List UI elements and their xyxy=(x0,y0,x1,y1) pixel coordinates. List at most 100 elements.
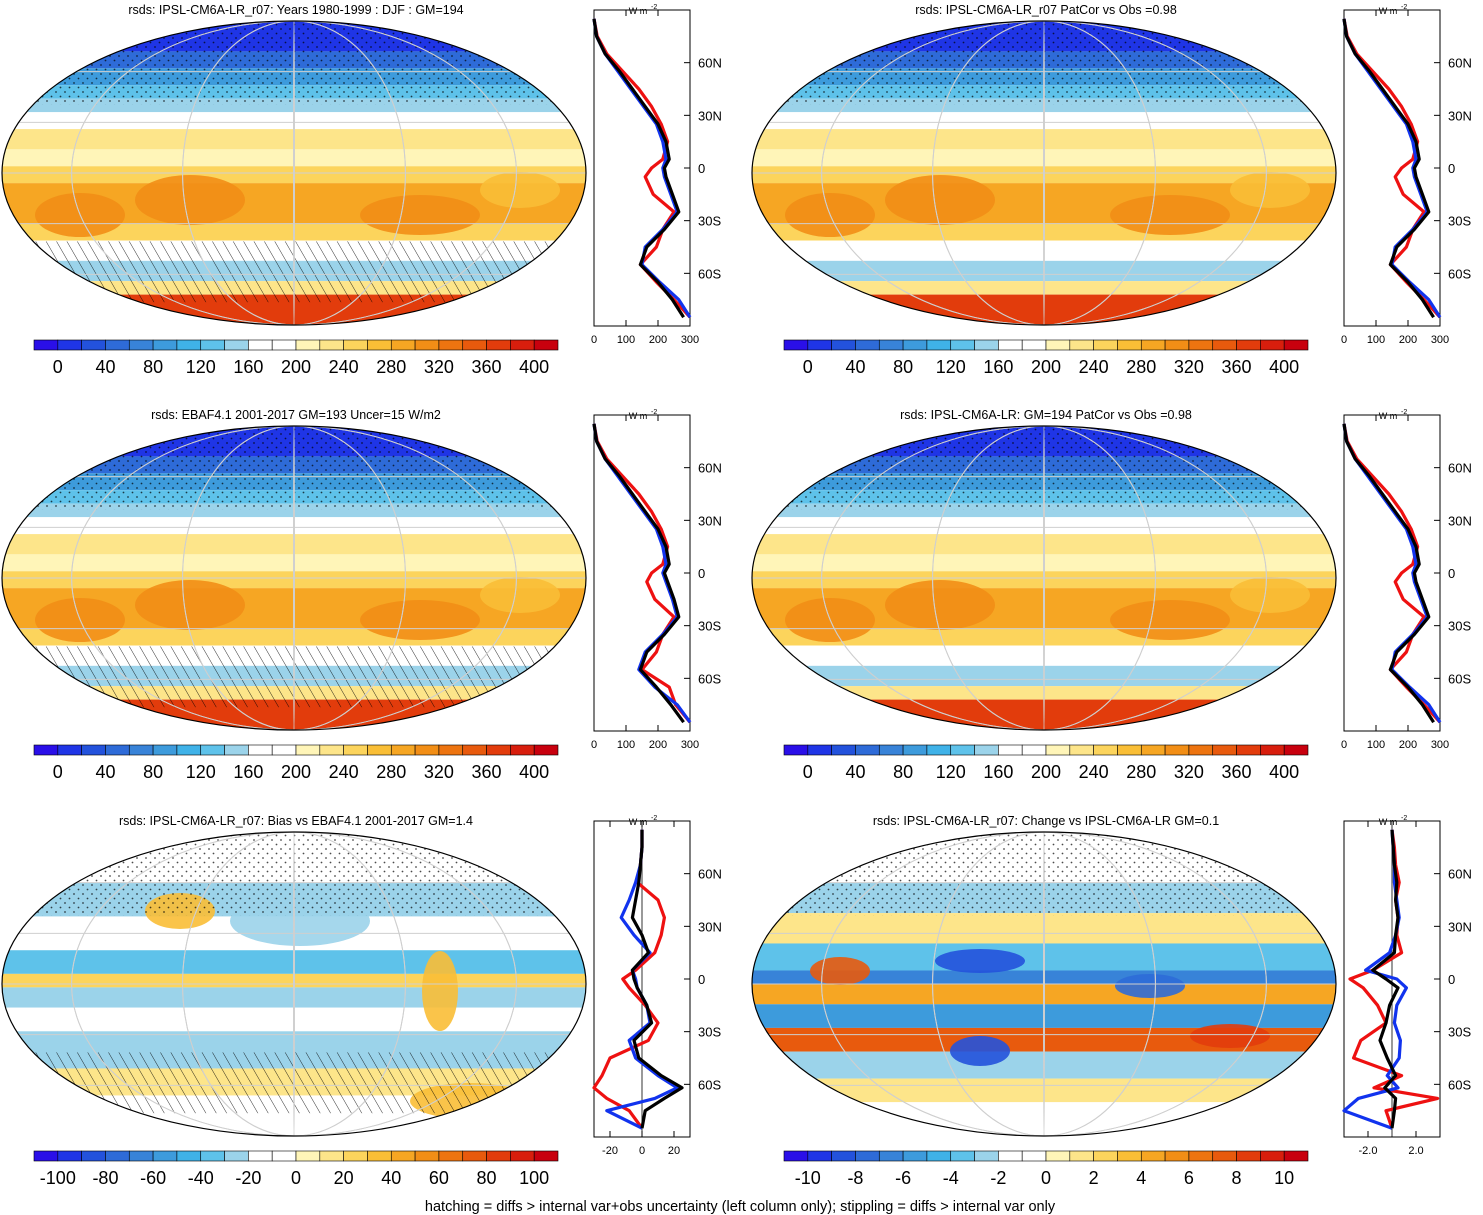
graticule-meridian xyxy=(182,426,406,730)
panel-title: rsds: IPSL-CM6A-LR: GM=194 PatCor vs Obs… xyxy=(900,408,1192,422)
colorbar-tick-label: 60 xyxy=(429,1168,449,1188)
colorbar-swatch xyxy=(1021,339,1047,351)
colorbar-swatch xyxy=(1069,1150,1094,1162)
colorbar-swatch xyxy=(367,339,392,351)
panel-title: rsds: IPSL-CM6A-LR_r07: Bias vs EBAF4.1 … xyxy=(119,814,473,828)
colorbar-swatch xyxy=(390,1150,416,1162)
colorbar-swatch xyxy=(1164,744,1190,756)
colorbar-swatch xyxy=(390,339,416,351)
colorbar-tick-label: 0 xyxy=(291,1168,301,1188)
colorbar-swatch xyxy=(1117,339,1142,351)
colorbar-swatch xyxy=(1212,744,1237,756)
map-anomaly xyxy=(360,600,480,640)
profile-lat-label: 0 xyxy=(698,566,705,581)
colorbar-swatch xyxy=(128,744,154,756)
colorbar-swatch xyxy=(533,744,559,756)
colorbar-swatch xyxy=(783,744,809,756)
colorbar-swatch xyxy=(1117,744,1142,756)
profile-x-tick-label: 100 xyxy=(1367,739,1385,751)
colorbar-swatch xyxy=(1260,339,1285,351)
colorbar-swatch xyxy=(807,339,832,351)
colorbar-tick-label: 280 xyxy=(376,762,406,782)
graticule-meridian xyxy=(293,426,295,730)
colorbar-swatch xyxy=(998,744,1023,756)
profile-x-tick-label: 2.0 xyxy=(1408,1145,1423,1157)
colorbar-tick-label: 160 xyxy=(233,762,263,782)
colorbar-swatch xyxy=(1140,744,1166,756)
colorbar-tick-label: 400 xyxy=(1269,762,1299,782)
map-field xyxy=(2,832,586,1136)
map-anomaly xyxy=(810,957,870,985)
colorbar-swatch xyxy=(343,1150,368,1162)
colorbar-swatch xyxy=(105,744,130,756)
colorbar-tick-label: 280 xyxy=(376,357,406,377)
colorbar-tick-label: -60 xyxy=(140,1168,166,1188)
colorbar-tick-label: 40 xyxy=(381,1168,401,1188)
colorbar-swatch xyxy=(462,339,487,351)
map-anomaly xyxy=(950,1036,1010,1066)
profile-series-black xyxy=(1371,829,1400,1129)
colorbar-tick-label: 360 xyxy=(472,357,502,377)
colorbar-tick-label: 2 xyxy=(1089,1168,1099,1188)
profile-series-black xyxy=(1342,18,1435,319)
colorbar-swatch xyxy=(1212,339,1237,351)
profile-lat-label: 30S xyxy=(698,214,721,229)
colorbar-swatch xyxy=(510,1150,535,1162)
graticule-meridian xyxy=(71,832,517,1136)
profile-x-tick-label: 200 xyxy=(1399,334,1417,346)
colorbar-swatch xyxy=(1045,1150,1071,1162)
map-field xyxy=(2,426,586,730)
graticule-meridian xyxy=(821,426,1267,730)
colorbar-swatch xyxy=(878,1150,904,1162)
map-anomaly xyxy=(480,577,560,613)
zonal-profile: W m -2 60N 30N 0 30S 60S 0 100 200 300 xyxy=(1341,4,1472,346)
colorbar-swatch xyxy=(1260,744,1285,756)
profile-lat-label: 0 xyxy=(1448,972,1455,987)
colorbar-swatch xyxy=(152,744,178,756)
profile-unit-label: W m xyxy=(1379,817,1398,827)
colorbar-swatch xyxy=(295,744,321,756)
colorbar-swatch xyxy=(510,744,535,756)
panel-5: rsds: IPSL-CM6A-LR_r07: Bias vs EBAF4.1 … xyxy=(1,814,722,1188)
profile-x-tick-label: 0 xyxy=(591,334,597,346)
colorbar-swatch xyxy=(974,339,999,351)
profile-lat-label: 30N xyxy=(698,919,722,934)
profile-lat-label: 60S xyxy=(1448,1077,1471,1092)
zonal-profile: W m -2 60N 30N 0 30S 60S -20 0 20 xyxy=(592,815,722,1157)
colorbar-tick-label: -4 xyxy=(943,1168,959,1188)
colorbar-swatch xyxy=(1283,1150,1309,1162)
colorbar-swatch xyxy=(1283,744,1309,756)
colorbar-tick-label: 400 xyxy=(519,357,549,377)
map-outline xyxy=(1,425,587,731)
colorbar-tick-label: 6 xyxy=(1184,1168,1194,1188)
graticule-meridian xyxy=(293,21,295,325)
colorbar-tick-label: 200 xyxy=(1031,357,1061,377)
colorbar-tick-label: 400 xyxy=(519,762,549,782)
map-outline xyxy=(1,831,587,1137)
colorbar-swatch xyxy=(533,1150,559,1162)
colorbar-swatch xyxy=(855,1150,880,1162)
colorbar-tick-label: -80 xyxy=(92,1168,118,1188)
colorbar-swatch xyxy=(510,339,535,351)
colorbar-swatch xyxy=(1093,339,1118,351)
colorbar-swatch xyxy=(224,339,249,351)
graticule-meridian xyxy=(1043,832,1045,1136)
colorbar-tick-label: 160 xyxy=(983,357,1013,377)
profile-series-red xyxy=(592,829,667,1130)
colorbar-tick-label: 120 xyxy=(186,357,216,377)
colorbar-tick-label: 40 xyxy=(845,762,865,782)
colorbar-swatch xyxy=(1212,1150,1237,1162)
panel-4: rsds: IPSL-CM6A-LR: GM=194 PatCor vs Obs… xyxy=(751,408,1472,782)
colorbar-swatch xyxy=(998,1150,1023,1162)
colorbar-swatch xyxy=(1164,339,1190,351)
profile-unit-label: W m xyxy=(629,6,648,16)
colorbar-tick-label: -6 xyxy=(895,1168,911,1188)
colorbar-swatch xyxy=(1236,744,1261,756)
colorbar-swatch xyxy=(33,744,59,756)
colorbar-swatch xyxy=(1236,339,1261,351)
colorbar-tick-label: 320 xyxy=(1174,357,1204,377)
graticule-meridian xyxy=(1043,21,1045,325)
colorbar-swatch xyxy=(1069,744,1094,756)
colorbar-tick-label: 80 xyxy=(893,357,913,377)
colorbar-tick-label: 240 xyxy=(329,357,359,377)
